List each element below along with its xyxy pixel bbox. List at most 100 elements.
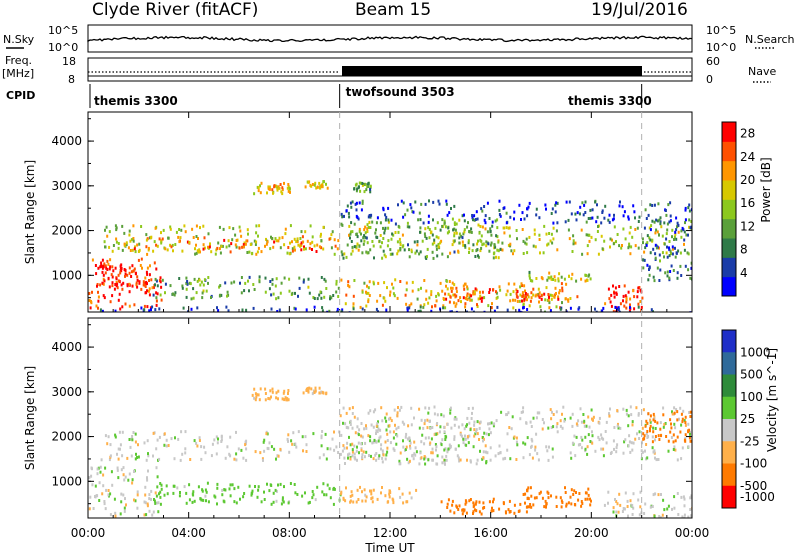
range-gate-cell: [473, 428, 476, 432]
range-gate-cell: [689, 410, 692, 414]
range-gate-cell: [689, 496, 692, 500]
range-gate-cell: [217, 437, 219, 441]
range-gate-cell: [332, 294, 335, 297]
range-gate-cell: [370, 454, 372, 458]
range-gate-cell: [501, 248, 504, 252]
range-gate-cell: [364, 183, 367, 187]
range-gate-cell: [547, 298, 550, 302]
range-gate-cell: [204, 451, 207, 455]
range-gate-cell: [555, 201, 558, 205]
range-gate-cell: [392, 233, 395, 237]
range-gate-cell: [367, 291, 370, 295]
range-gate-cell: [287, 246, 290, 249]
range-gate-cell: [401, 233, 404, 237]
range-gate-cell: [615, 292, 618, 296]
range-gate-cell: [594, 449, 597, 453]
range-gate-cell: [689, 276, 692, 280]
range-gate-cell: [255, 395, 258, 399]
range-gate-cell: [563, 417, 566, 421]
range-gate-cell: [610, 450, 613, 454]
range-gate-cell: [610, 304, 613, 308]
range-gate-cell: [146, 252, 149, 256]
range-gate-cell: [576, 211, 579, 215]
range-gate-cell: [189, 458, 192, 461]
range-gate-cell: [652, 412, 655, 416]
range-gate-cell: [111, 249, 114, 253]
range-gate-cell: [659, 421, 662, 425]
range-gate-cell: [618, 310, 621, 312]
range-gate-cell: [155, 243, 158, 247]
range-gate-cell: [300, 248, 303, 252]
range-gate-cell: [415, 488, 418, 492]
range-gate-cell: [133, 303, 136, 307]
range-gate-cell: [259, 451, 262, 455]
range-gate-cell: [356, 488, 359, 492]
range-gate-cell: [689, 508, 692, 511]
range-gate-cell: [553, 295, 556, 299]
range-gate-cell: [458, 236, 461, 240]
range-gate-cell: [572, 493, 575, 496]
range-gate-cell: [443, 219, 446, 223]
range-gate-cell: [567, 501, 570, 505]
range-gate-cell: [524, 292, 527, 295]
range-gate-cell: [371, 441, 374, 445]
range-gate-cell: [155, 299, 158, 303]
range-gate-cell: [465, 297, 468, 301]
range-gate-cell: [375, 235, 378, 239]
range-gate-cell: [515, 288, 518, 292]
range-gate-cell: [272, 491, 275, 495]
range-gate-cell: [522, 456, 525, 460]
range-gate-cell: [633, 307, 636, 311]
range-gate-cell: [528, 274, 531, 278]
range-gate-cell: [613, 295, 616, 299]
range-gate-cell: [360, 434, 363, 438]
range-gate-cell: [445, 454, 448, 458]
range-gate-cell: [448, 230, 450, 234]
range-gate-cell: [464, 305, 467, 309]
range-gate-cell: [637, 412, 640, 416]
range-gate-cell: [634, 244, 637, 248]
range-gate-cell: [147, 289, 150, 293]
range-gate-cell: [662, 425, 665, 429]
range-gate-cell: [185, 295, 188, 299]
range-gate-cell: [451, 217, 454, 221]
range-gate-cell: [649, 420, 652, 424]
range-gate-cell: [453, 301, 455, 305]
range-gate-cell: [361, 307, 364, 311]
range-gate-cell: [475, 462, 478, 466]
range-gate-cell: [117, 273, 120, 277]
range-gate-cell: [153, 240, 156, 244]
range-gate-cell: [571, 250, 574, 253]
range-gate-cell: [647, 412, 650, 416]
range-gate-cell: [386, 439, 389, 442]
range-gate-cell: [129, 445, 132, 449]
range-gate-cell: [630, 413, 633, 417]
range-gate-cell: [467, 407, 470, 410]
range-gate-cell: [545, 503, 548, 507]
colorbar-tick-label: 25: [740, 412, 755, 426]
range-gate-cell: [498, 199, 501, 203]
range-gate-cell: [291, 291, 294, 295]
range-gate-cell: [241, 245, 244, 249]
range-gate-cell: [449, 509, 452, 513]
range-gate-cell: [523, 217, 526, 221]
range-gate-cell: [126, 456, 129, 460]
range-gate-cell: [375, 429, 378, 433]
range-gate-cell: [550, 426, 553, 429]
range-gate-cell: [420, 418, 423, 422]
range-gate-cell: [670, 252, 672, 256]
colorbar-tick-label: -100: [740, 457, 767, 471]
range-gate-cell: [607, 501, 609, 505]
range-gate-cell: [667, 449, 670, 453]
range-gate-cell: [192, 287, 195, 291]
range-gate-cell: [440, 443, 443, 447]
range-gate-cell: [251, 489, 254, 493]
range-gate-cell: [614, 286, 617, 290]
range-gate-cell: [487, 422, 489, 426]
range-gate-cell: [146, 289, 148, 293]
range-gate-cell: [155, 466, 158, 470]
range-gate-cell: [448, 443, 451, 447]
range-gate-cell: [185, 276, 188, 280]
range-gate-cell: [475, 210, 478, 214]
range-gate-cell: [344, 302, 347, 306]
